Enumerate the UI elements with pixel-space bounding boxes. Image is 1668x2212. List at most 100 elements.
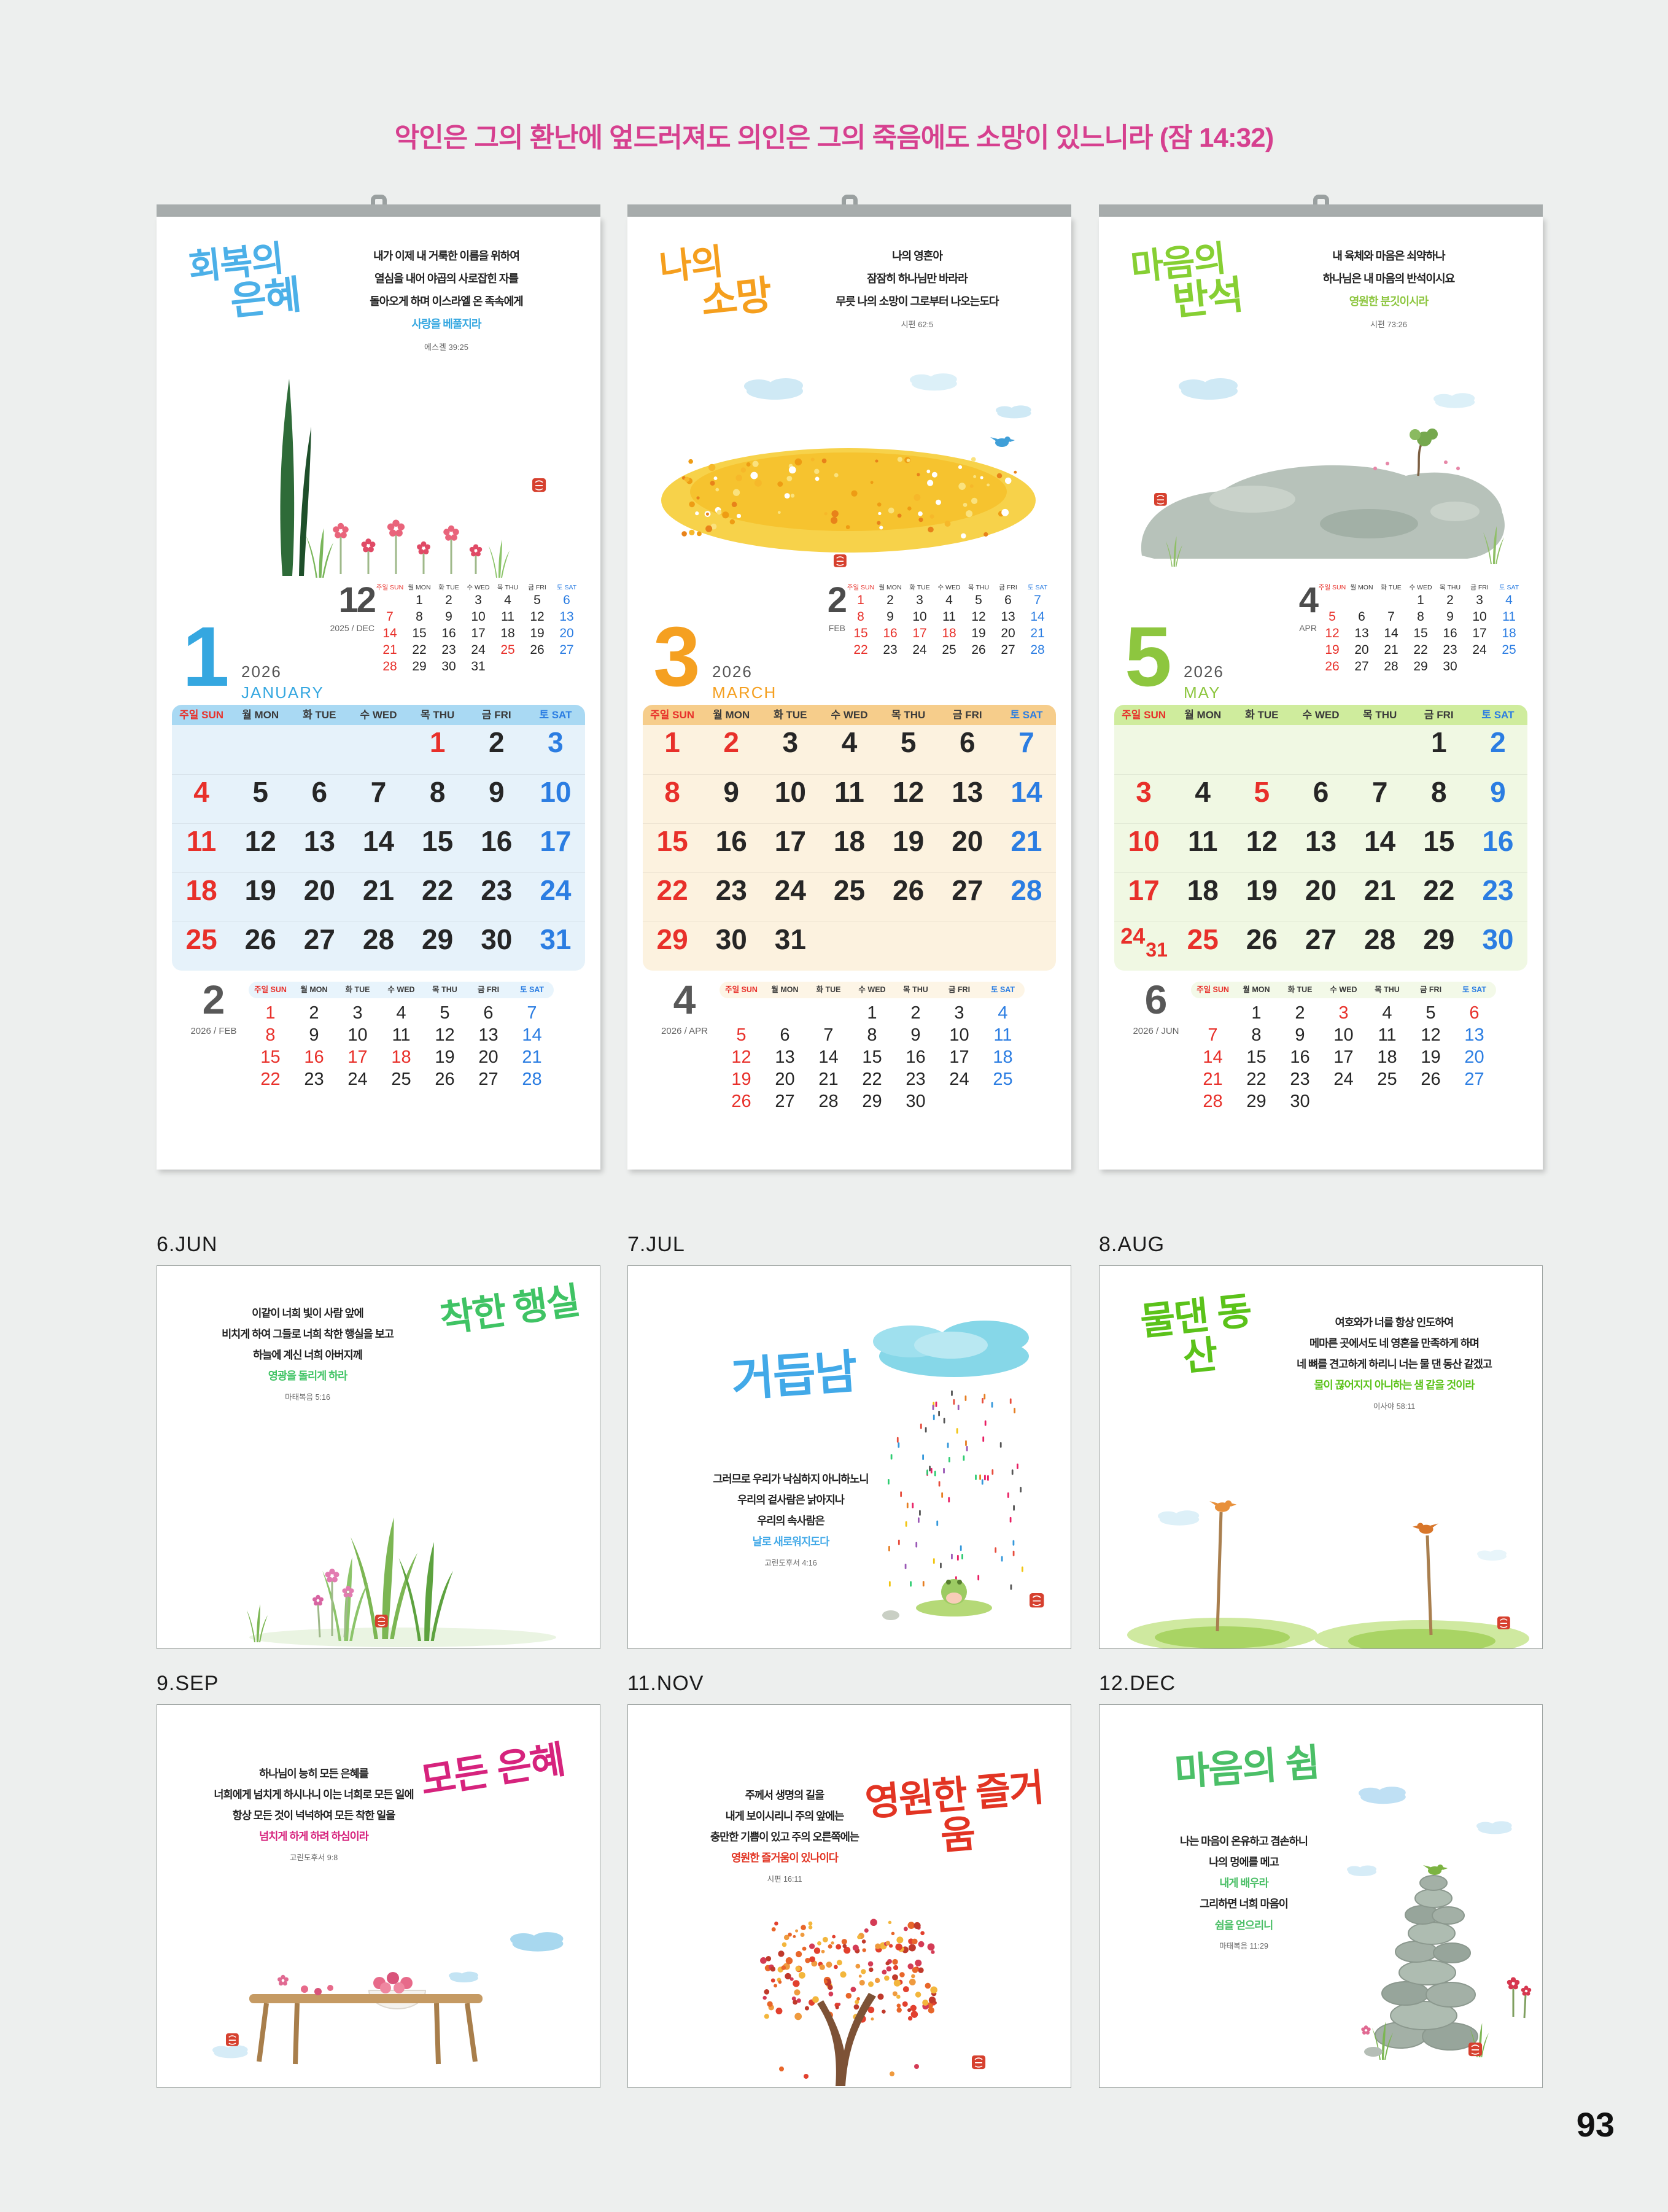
date-cell: 6	[467, 1002, 510, 1024]
date-cell: 3	[1465, 592, 1494, 608]
date-cell: 17	[1114, 873, 1173, 922]
date-cell: 1	[405, 592, 434, 608]
date-cell: 11	[379, 1024, 423, 1046]
date-cell: 5	[964, 592, 993, 608]
date-cell: 14	[349, 824, 408, 872]
weekday-tue: 화 TUE	[1376, 583, 1406, 592]
date-cell: 27	[467, 1068, 510, 1090]
verse-block: 나는 마음이 온유하고 겸손하니 나의 멍에를 메고 내게 배우라 그리하면 너희 마…	[1121, 1831, 1367, 1951]
weekday-tue: 화 TUE	[807, 982, 850, 998]
date-cell: 28	[510, 1068, 554, 1090]
date-cell: 28	[1191, 1090, 1235, 1112]
weekday-wed: 수 WED	[820, 705, 879, 725]
date-cell: 13	[938, 775, 997, 823]
date-cell: 3	[464, 592, 493, 608]
weekday-thu: 목 THU	[894, 982, 937, 998]
date-cell: 11	[1173, 824, 1232, 872]
date-cell: 30	[1435, 658, 1465, 675]
date-cell: 6	[1453, 1002, 1496, 1024]
date-cell	[290, 725, 349, 774]
date-cell	[763, 1002, 807, 1024]
date-cell: 1	[850, 1002, 894, 1024]
date-cell: 14	[1376, 625, 1406, 642]
date-cell: 13	[1291, 824, 1350, 872]
date-cell: 8	[405, 608, 434, 625]
date-cell: 7	[1191, 1024, 1235, 1046]
date-cell: 1	[1406, 592, 1435, 608]
date-cell	[552, 658, 581, 675]
date-cell: 18	[1494, 625, 1524, 642]
date-cell: 3	[336, 1002, 379, 1024]
month-tag: 12.DEC	[1099, 1672, 1543, 1696]
weekday-sun: 주일 SUN	[1317, 583, 1347, 592]
verse-reference: 시편 16:11	[656, 1872, 914, 1884]
date-cell: 29	[408, 922, 467, 971]
date-cell: 6	[552, 592, 581, 608]
verse-line: 네 뼈를 견고하게 하리니 너는 물 댄 동산 같겠고	[1256, 1354, 1532, 1375]
date-cell: 7	[1351, 775, 1410, 823]
month-name: JANUARY	[241, 683, 324, 702]
date-cell: 27	[1453, 1068, 1496, 1090]
date-cell: 17	[1465, 625, 1494, 642]
date-cell: 14	[375, 625, 405, 642]
date-cell: 20	[1291, 873, 1350, 922]
page-number: 93	[1516, 2105, 1615, 2144]
verse-reference: 에스겔 39:25	[301, 341, 592, 352]
date-cell: 13	[993, 608, 1023, 625]
date-cell: 9	[875, 608, 905, 625]
verse-line: 내게 배우라	[1121, 1872, 1367, 1893]
weekday-mon: 월 MON	[405, 583, 434, 592]
date-cell: 31	[761, 922, 820, 971]
date-cell: 23	[1278, 1068, 1322, 1090]
date-cell: 25	[934, 642, 964, 658]
date-cell: 25	[379, 1068, 423, 1090]
date-cell: 11	[934, 608, 964, 625]
date-cell: 2	[1468, 725, 1527, 774]
date-cell: 10	[1322, 1024, 1365, 1046]
verse-block: 내 육체와 마음은 쇠약하나 하나님은 내 마음의 반석이시요 영원한 분깃이시라 …	[1243, 245, 1534, 330]
illustration-garden-birds	[1100, 1477, 1543, 1648]
date-cell: 27	[993, 642, 1023, 658]
date-cell: 22	[643, 873, 702, 922]
date-cell: 13	[290, 824, 349, 872]
date-cell: 18	[1365, 1046, 1409, 1068]
date-cell: 16	[1468, 824, 1527, 872]
artwork-panel: 모든 은혜 하나님이 능히 모든 은혜를 너희에게 넘치게 하시나니 이는 너희로…	[157, 1704, 600, 2088]
date-cell: 23	[1435, 642, 1465, 658]
date-cell: 12	[231, 824, 290, 872]
date-cell	[1453, 1090, 1496, 1112]
verse-line: 나의 영혼아	[772, 245, 1063, 268]
year-label: 2026	[241, 662, 282, 681]
date-cell: 12	[1232, 824, 1291, 872]
date-cell: 3	[1114, 775, 1173, 823]
date-cell: 16	[702, 824, 761, 872]
date-cell: 4	[1173, 775, 1232, 823]
date-cell: 27	[552, 642, 581, 658]
weekday-tue: 화 TUE	[1232, 705, 1291, 725]
date-cell: 7	[807, 1024, 850, 1046]
month-tag: 11.NOV	[627, 1672, 1071, 1696]
date-cell: 11	[981, 1024, 1025, 1046]
date-cell: 3	[905, 592, 934, 608]
date-cell	[1365, 1090, 1409, 1112]
date-cell: 24	[464, 642, 493, 658]
date-cell: 25	[172, 922, 231, 971]
hanger-bar	[1099, 204, 1543, 217]
date-cell: 9	[1278, 1024, 1322, 1046]
verse-line: 넘치게 하게 하려 하심이라	[176, 1826, 452, 1847]
date-cell: 18	[172, 873, 231, 922]
date-cell: 1	[249, 1002, 292, 1024]
weekday-wed: 수 WED	[464, 583, 493, 592]
weekday-sun: 주일 SUN	[172, 705, 231, 725]
artwork-panel: 영원한 즐거움 주께서 생명의 길을 내게 보이시리니 주의 앞에는 충만한 기쁨이…	[627, 1704, 1071, 2088]
date-cell: 8	[1406, 608, 1435, 625]
date-cell: 1	[1235, 1002, 1278, 1024]
calendar-sheet: 마음의 반석 내 육체와 마음은 쇠약하나 하나님은 내 마음의 반석이시요 영원한…	[1099, 217, 1543, 1170]
date-cell: 18	[981, 1046, 1025, 1068]
date-cell: 22	[1406, 642, 1435, 658]
verse-line: 나는 마음이 온유하고 겸손하니	[1121, 1831, 1367, 1852]
date-cell	[938, 922, 997, 971]
artwork-panel: 물댄 동산 여호와가 너를 항상 인도하여 메마른 곳에서도 네 영혼을 만족하게…	[1099, 1265, 1543, 1649]
verse-line: 내가 이제 내 거룩한 이름을 위하여	[301, 245, 592, 268]
date-cell: 23	[292, 1068, 336, 1090]
